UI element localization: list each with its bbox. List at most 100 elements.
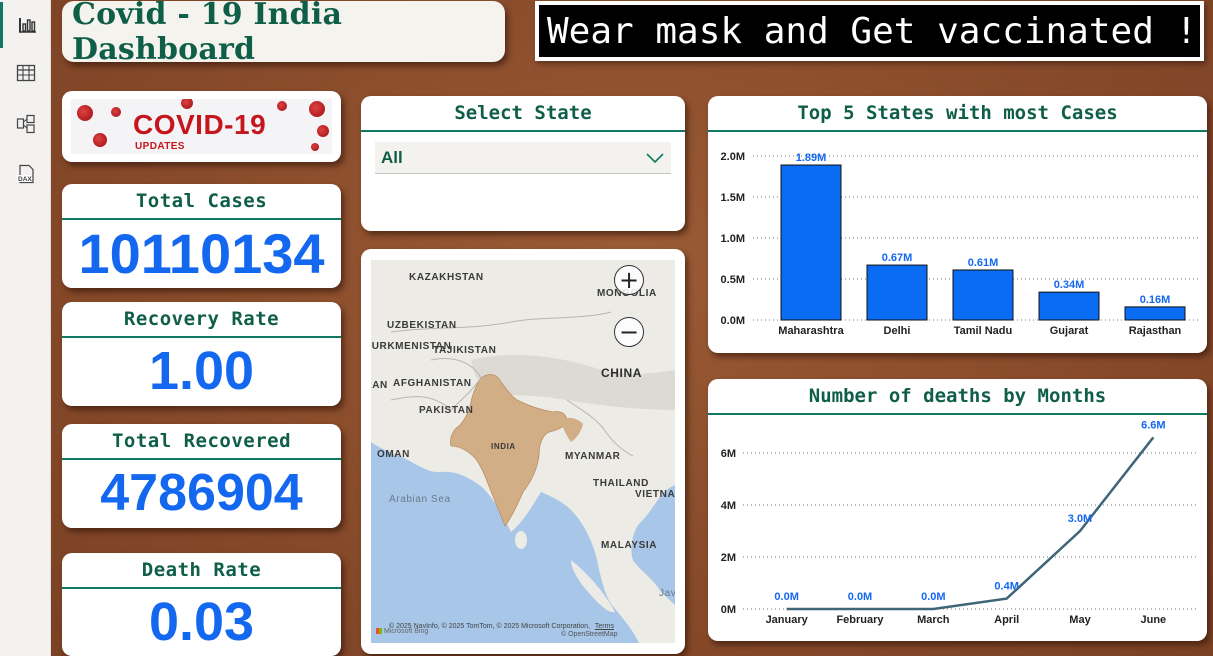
map-label-malaysia: MALAYSIA [601, 540, 658, 551]
x-tick-label: January [766, 614, 809, 626]
table-view-button[interactable] [0, 50, 51, 96]
recovery-rate-value: 1.00 [148, 341, 255, 401]
dax-query-view-button[interactable]: DAX [0, 151, 51, 197]
microsoft-logo-icon [376, 628, 382, 635]
map-attribution: © 2025 NavInfo, © 2025 TomTom, © 2025 Mi… [389, 623, 614, 630]
state-dropdown-value: All [381, 147, 403, 167]
x-tick-label: Delhi [884, 325, 911, 337]
y-tick-label: 0.5M [721, 274, 745, 286]
top-states-bar-chart: 0.0M 0.5M 1.0M 1.5M 2.0M 1.89M Maharashtra 0.67… [721, 151, 1198, 337]
state-dropdown[interactable]: All [375, 142, 671, 174]
map-label-myanmar: MYANMAR [565, 451, 621, 462]
slicer-title: Select State [361, 96, 685, 132]
virus-icon [181, 99, 193, 109]
total-cases-card[interactable]: Total Cases 10110134 [62, 184, 341, 288]
series-line [786, 436, 1155, 611]
model-view-button[interactable] [0, 101, 51, 147]
virus-icon [111, 107, 121, 117]
data-label: 0.34M [1054, 279, 1085, 291]
virus-icon [77, 105, 93, 121]
bar [780, 164, 842, 321]
state-slicer-card: Select State All [361, 96, 685, 231]
svg-text:DAX: DAX [18, 176, 32, 183]
virus-icon [311, 143, 319, 151]
y-tick-label: 1.5M [721, 192, 745, 204]
x-tick-label: May [1069, 614, 1091, 626]
bar [866, 264, 928, 321]
data-label: 0.67M [882, 252, 913, 264]
map-visual-card: KAZAKHSTAN MONGOLIA UZBEKISTAN TURKMENIS… [361, 249, 685, 654]
terms-link[interactable]: Terms [594, 623, 614, 630]
total-cases-value: 10110134 [78, 221, 325, 285]
total-recovered-value: 4786904 [100, 464, 303, 522]
map-label-turkmenistan: TURKMENISTAN [371, 341, 452, 352]
dax-icon: DAX [16, 164, 34, 184]
bar [1038, 291, 1100, 321]
bar [1124, 306, 1186, 321]
data-label: 6.6M [1141, 419, 1165, 431]
bar [952, 269, 1014, 321]
osm-attribution[interactable]: © OpenStreetMap [561, 631, 618, 638]
death-rate-label: Death Rate [62, 553, 341, 589]
deaths-by-month-chart-card[interactable]: Number of deaths by Months 0M 2M 4M 6M 0.0M J… [708, 379, 1207, 641]
map-label-oman: OMAN [377, 449, 410, 460]
x-tick-label: Tamil Nadu [954, 325, 1012, 337]
top-states-chart-card[interactable]: Top 5 States with most Cases 0.0M 0.5M 1.0… [708, 96, 1207, 353]
data-label: 3.0M [1068, 513, 1092, 525]
data-label: 0.16M [1140, 294, 1171, 306]
death-rate-value: 0.03 [148, 591, 255, 652]
recovery-rate-card[interactable]: Recovery Rate 1.00 [62, 302, 341, 406]
death-rate-card[interactable]: Death Rate 0.03 [62, 553, 341, 656]
virus-icon [93, 133, 107, 147]
map-label-india: INDIA [491, 442, 516, 451]
covid-logo-card[interactable]: COVID-19 UPDATES [62, 91, 341, 162]
y-tick-label: 4M [721, 500, 736, 512]
bar-chart-icon [19, 18, 36, 33]
logo-title: COVID-19 [133, 109, 267, 140]
banner-text: Wear mask and Get vaccinated ! [547, 10, 1198, 52]
map-label-tajikistan: TAJIKISTAN [433, 345, 497, 356]
message-banner[interactable]: Wear mask and Get vaccinated ! [535, 1, 1204, 61]
map-label-vietnam: VIETNAM [635, 489, 675, 500]
virus-icon [317, 125, 329, 137]
top-states-chart-title: Top 5 States with most Cases [708, 96, 1207, 132]
data-label: 0.4M [994, 581, 1018, 593]
x-tick-label: Rajasthan [1129, 325, 1182, 337]
y-tick-label: 2.0M [721, 151, 745, 163]
map-label-uzbekistan: UZBEKISTAN [387, 320, 457, 331]
table-grid-icon [16, 64, 35, 82]
chevron-down-icon [646, 152, 664, 163]
data-label: 0.0M [774, 591, 798, 603]
total-recovered-label: Total Recovered [62, 424, 341, 460]
zoom-out-button[interactable]: − [614, 317, 644, 347]
map-label-thailand: THAILAND [593, 478, 649, 489]
x-tick-label: February [836, 614, 884, 626]
zoom-in-button[interactable]: + [614, 265, 644, 295]
map-label-china: CHINA [601, 366, 642, 380]
map-label-kazakhstan: KAZAKHSTAN [409, 272, 484, 283]
map-label-afghanistan: AFGHANISTAN [393, 378, 472, 389]
recovery-rate-label: Recovery Rate [62, 302, 341, 338]
total-cases-label: Total Cases [62, 184, 341, 220]
x-tick-label: June [1140, 614, 1166, 626]
virus-icon [309, 101, 325, 117]
report-view-button[interactable] [0, 2, 51, 48]
covid-logo-image: COVID-19 UPDATES [71, 99, 332, 154]
data-label: 0.61M [968, 257, 999, 269]
logo-subtitle: UPDATES [135, 141, 185, 152]
model-icon [16, 114, 35, 134]
y-tick-label: 0.0M [721, 315, 745, 327]
x-tick-label: April [994, 614, 1019, 626]
total-recovered-card[interactable]: Total Recovered 4786904 [62, 424, 341, 528]
y-tick-label: 2M [721, 552, 736, 564]
data-label: 0.0M [848, 591, 872, 603]
view-rail: DAX [0, 0, 51, 656]
map-label-pakistan: PAKISTAN [419, 405, 474, 416]
dashboard-title: Covid - 19 India Dashboard [72, 1, 343, 62]
x-tick-label: March [917, 614, 950, 626]
deaths-by-month-line-chart: 0M 2M 4M 6M 0.0M January 0.0M February 0.0M March… [721, 419, 1198, 626]
y-tick-label: 6M [721, 448, 736, 460]
y-tick-label: 1.0M [721, 233, 745, 245]
india-map[interactable]: KAZAKHSTAN MONGOLIA UZBEKISTAN TURKMENIS… [371, 260, 675, 643]
dashboard-title-card[interactable]: Covid - 19 India Dashboard [62, 1, 505, 62]
